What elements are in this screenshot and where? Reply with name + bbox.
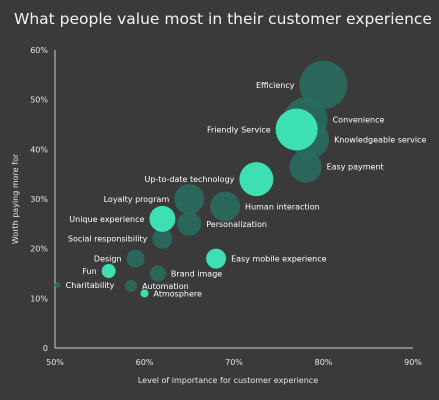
bubble-point bbox=[149, 265, 166, 282]
y-axis-label: Worth paying more for bbox=[11, 153, 20, 244]
bubble-label: Efficiency bbox=[256, 81, 295, 90]
x-tick-label: 90% bbox=[404, 358, 422, 367]
y-tick-label: 50% bbox=[30, 96, 48, 105]
bubble-point bbox=[239, 162, 274, 197]
x-tick-label: 80% bbox=[315, 358, 333, 367]
bubble-label: Unique experience bbox=[69, 215, 144, 224]
bubble-point bbox=[149, 205, 176, 232]
bubble-point bbox=[177, 211, 202, 236]
bubble-label: Loyalty program bbox=[104, 195, 170, 204]
y-tick-label: 40% bbox=[30, 145, 48, 154]
y-tick-labels: 0 10% 20% 30% 40% 50% 60% bbox=[30, 46, 48, 353]
bubble-point bbox=[210, 191, 241, 222]
bubble-label: Fun bbox=[82, 267, 96, 276]
bubble-label: Automation bbox=[142, 282, 189, 291]
y-tick-label: 20% bbox=[30, 245, 48, 254]
bubble-label: Design bbox=[94, 255, 122, 264]
bubble-label: Charitability bbox=[66, 281, 115, 290]
y-tick-label: 60% bbox=[30, 46, 48, 55]
bubble-label: Up-to-date technology bbox=[144, 175, 234, 184]
y-tick-label: 30% bbox=[30, 195, 48, 204]
x-tick-label: 70% bbox=[225, 358, 243, 367]
bubble-point bbox=[125, 279, 138, 292]
bubble-point bbox=[289, 150, 322, 183]
x-tick-label: 60% bbox=[136, 358, 154, 367]
bubble-label: Personalization bbox=[206, 220, 267, 229]
bubble-label: Convenience bbox=[333, 116, 385, 125]
bubble-labels: Efficiency Convenience Knowledgeable servi… bbox=[66, 81, 427, 299]
bubble-label: Human interaction bbox=[245, 202, 320, 211]
x-tick-labels: 50% 60% 70% 80% 90% bbox=[46, 358, 422, 367]
x-axis-label: Level of importance for customer experie… bbox=[138, 376, 318, 385]
bubble-point bbox=[299, 60, 348, 109]
bubble-label: Easy mobile experience bbox=[231, 255, 326, 264]
chart-title: What people value most in their customer… bbox=[14, 10, 432, 28]
bubble-label: Social responsibility bbox=[68, 235, 148, 244]
bubble-label: Easy payment bbox=[327, 163, 384, 172]
bubble-point bbox=[174, 184, 205, 214]
bubble-point bbox=[54, 281, 61, 288]
y-tick-label: 10% bbox=[30, 294, 48, 303]
bubble-label: Atmosphere bbox=[154, 289, 203, 298]
bubble-point bbox=[126, 249, 145, 268]
bubble-point bbox=[152, 228, 173, 249]
bubble-label: Friendly Service bbox=[207, 125, 271, 134]
y-tick-label: 0 bbox=[43, 344, 48, 353]
bubble-point bbox=[206, 248, 227, 269]
bubble-point bbox=[275, 108, 318, 151]
bubble-label: Brand image bbox=[171, 270, 222, 279]
bubble-point bbox=[140, 289, 149, 298]
x-tick-label: 50% bbox=[46, 358, 64, 367]
bubble-point bbox=[101, 264, 116, 279]
bubble-label: Knowledgeable service bbox=[334, 135, 426, 144]
bubble-series bbox=[54, 60, 348, 298]
